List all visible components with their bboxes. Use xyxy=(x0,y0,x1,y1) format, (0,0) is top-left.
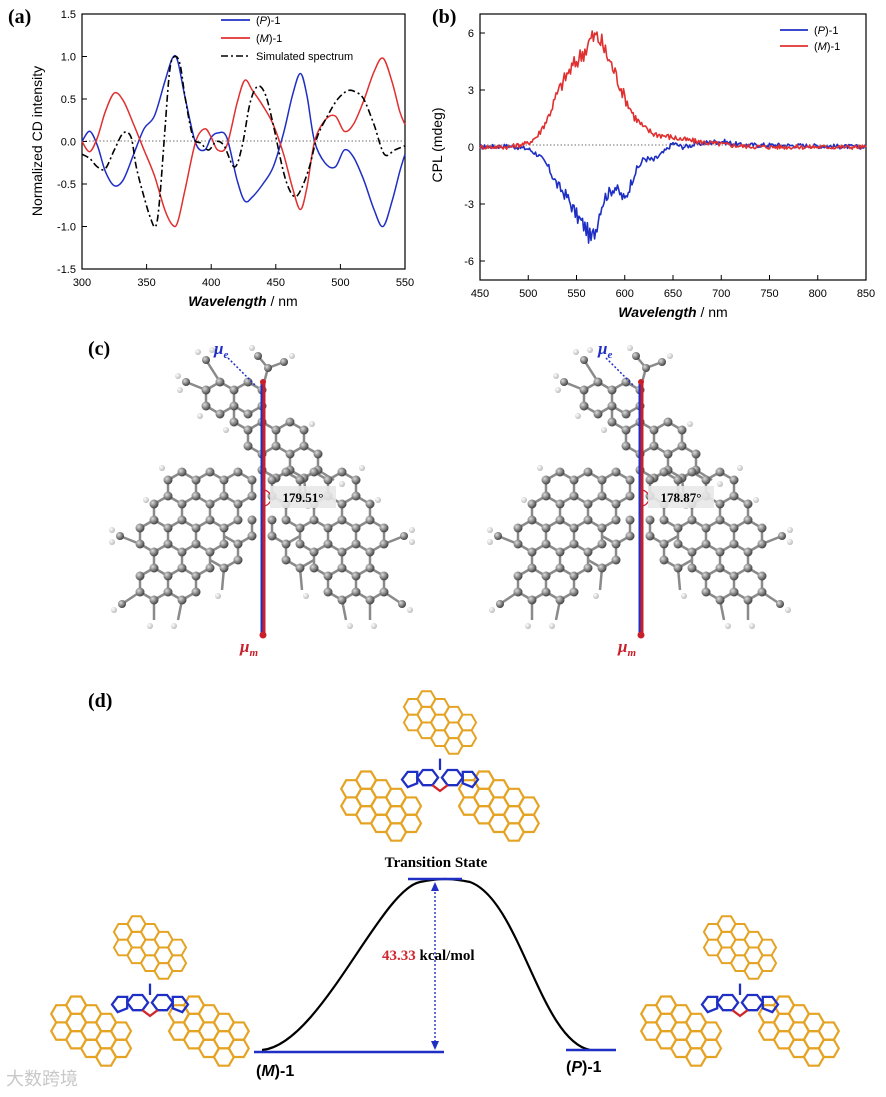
cpl-ytick-label: -6 xyxy=(464,256,474,268)
mu-m-label-left: μm xyxy=(239,637,258,659)
mu-e-label-right: μe xyxy=(597,339,612,361)
dipole-structures: 179.51° μe μm 178.87° μe μm xyxy=(107,339,795,659)
cd-legend: (P)-1 (M)-1 Simulated spectrum xyxy=(221,15,353,63)
cd-ytick-label: 0.0 xyxy=(61,137,76,149)
mu-e-label-left: μe xyxy=(213,339,228,361)
dipole-structure-right: 178.87° μe μm xyxy=(485,339,795,659)
cd-ytick-label: -1.5 xyxy=(57,264,76,276)
cpl-legend-label-M: (M)-1 xyxy=(814,41,840,53)
cd-ytick-label: 1.5 xyxy=(61,9,76,21)
ts-label: Transition State xyxy=(385,855,488,871)
racemization-diagram: Transition State 43.33 kcal/mol (M)-1 (P… xyxy=(0,660,886,1080)
cpl-xtick-label: 550 xyxy=(567,288,585,300)
angle-box-right xyxy=(648,486,714,508)
cd-ylabel: Normalized CD intensity xyxy=(29,66,45,216)
cd-legend-label-M: (M)-1 xyxy=(256,33,282,45)
energy-curve xyxy=(261,877,591,1052)
cpl-ytick-label: -3 xyxy=(464,199,474,211)
angle-label-right: 178.87° xyxy=(661,490,702,505)
cpl-xtick-label: 500 xyxy=(519,288,537,300)
cd-ytick-label: -1.0 xyxy=(57,222,76,234)
mu-e-dotted-left xyxy=(227,357,257,387)
cpl-xlabel: Wavelength / nm xyxy=(618,304,727,320)
watermark: 大数跨境 xyxy=(6,1069,78,1090)
cd-xtick-label: 300 xyxy=(73,277,91,289)
panel-label-c: (c) xyxy=(88,338,111,360)
cpl-xtick-label: 800 xyxy=(809,288,827,300)
panel-label-d: (d) xyxy=(88,690,113,712)
cd-xlabel: Wavelength / nm xyxy=(188,293,297,309)
angle-box-left xyxy=(270,486,336,508)
p-enantiomer-label: (P)-1 xyxy=(566,1059,602,1076)
cpl-chart: 450 500 550 600 650 700 750 800 850 -6 -3 0 3 6 Wave… xyxy=(430,13,875,320)
cpl-xtick-label: 750 xyxy=(760,288,778,300)
angle-label-left: 179.51° xyxy=(283,490,324,505)
cd-xtick-label: 400 xyxy=(202,277,220,289)
cpl-legend-label-P: (P)-1 xyxy=(814,25,838,37)
cpl-ylabel: CPL (mdeg) xyxy=(430,108,445,183)
cd-ytick-label: 1.0 xyxy=(61,52,76,64)
cpl-xtick-label: 450 xyxy=(471,288,489,300)
cpl-legend: (P)-1 (M)-1 xyxy=(780,25,840,53)
cpl-xtick-label: 650 xyxy=(664,288,682,300)
cd-series-M xyxy=(81,57,406,228)
p-enantiomer-molecule xyxy=(641,916,839,1065)
panel-label-a: (a) xyxy=(8,6,32,28)
cpl-xtick-label: 600 xyxy=(616,288,634,300)
transition-state-molecule xyxy=(341,691,539,840)
barrier-label: 43.33 kcal/mol xyxy=(382,948,475,964)
cpl-series-M xyxy=(479,30,867,150)
m-enantiomer-label: (M)-1 xyxy=(256,1063,294,1080)
cpl-xtick-label: 700 xyxy=(712,288,730,300)
mu-m-label-right: μm xyxy=(617,637,636,659)
cpl-ytick-label: 6 xyxy=(468,28,474,40)
cpl-ytick-label: 0 xyxy=(468,142,474,154)
cd-ytick-label: 0.5 xyxy=(61,94,76,106)
cd-chart: 300 350 400 450 500 550 -1.5 -1.0 -0.5 0.0 0.5 1.0… xyxy=(29,9,414,309)
cd-legend-label-sim: Simulated spectrum xyxy=(256,51,353,63)
cd-xtick-label: 550 xyxy=(396,277,414,289)
cd-xtick-label: 500 xyxy=(331,277,349,289)
cd-legend-label-P: (P)-1 xyxy=(256,15,280,27)
cd-ytick-label: -0.5 xyxy=(57,179,76,191)
cd-xtick-label: 350 xyxy=(137,277,155,289)
cpl-series-P xyxy=(479,138,867,244)
m-enantiomer-molecule xyxy=(51,916,249,1065)
mu-e-dotted-right xyxy=(605,357,635,387)
cd-xtick-label: 450 xyxy=(267,277,285,289)
panel-label-b: (b) xyxy=(432,6,457,28)
dipole-structure-left: 179.51° μe μm xyxy=(107,339,417,659)
cd-series-sim xyxy=(81,55,406,228)
cpl-ytick-label: 3 xyxy=(468,85,474,97)
cpl-xtick-label: 850 xyxy=(857,288,875,300)
